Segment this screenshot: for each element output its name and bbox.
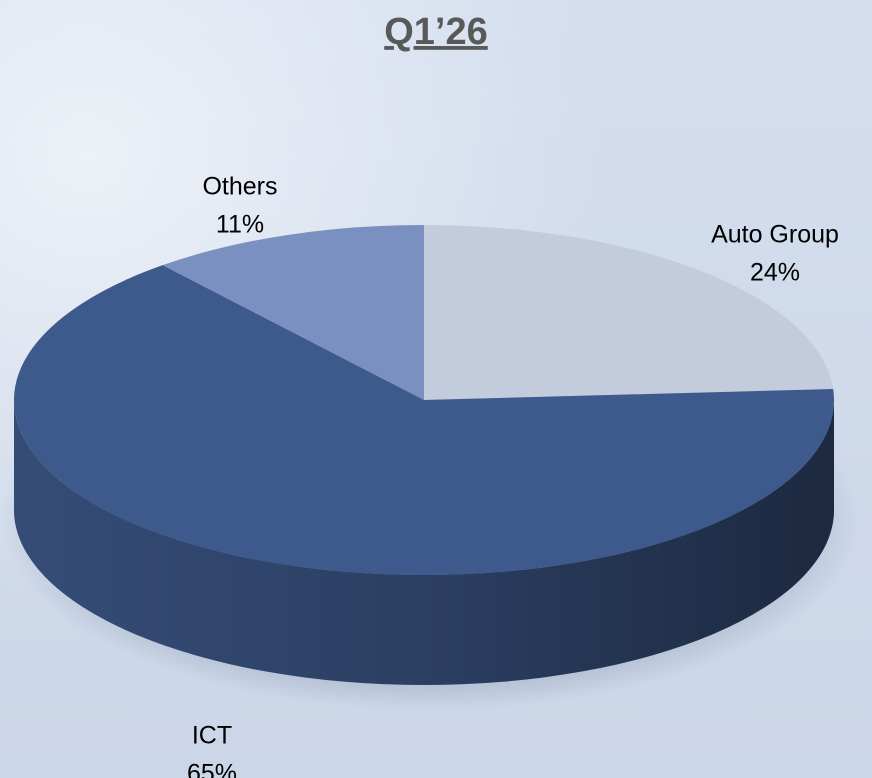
slice-label-value: 65% bbox=[187, 760, 237, 778]
pie bbox=[14, 225, 835, 685]
slice-label-name: Others bbox=[202, 173, 277, 201]
slice bbox=[424, 225, 834, 400]
slice bbox=[14, 265, 835, 575]
slice bbox=[162, 225, 424, 400]
side-shade bbox=[14, 400, 834, 685]
slice-label-name: Auto Group bbox=[711, 221, 839, 249]
chart-title: Q1’26 bbox=[384, 11, 488, 53]
slice-label-value: 24% bbox=[750, 259, 800, 287]
slice-label-name: ICT bbox=[192, 722, 232, 750]
slice-label-value: 11% bbox=[216, 211, 264, 239]
